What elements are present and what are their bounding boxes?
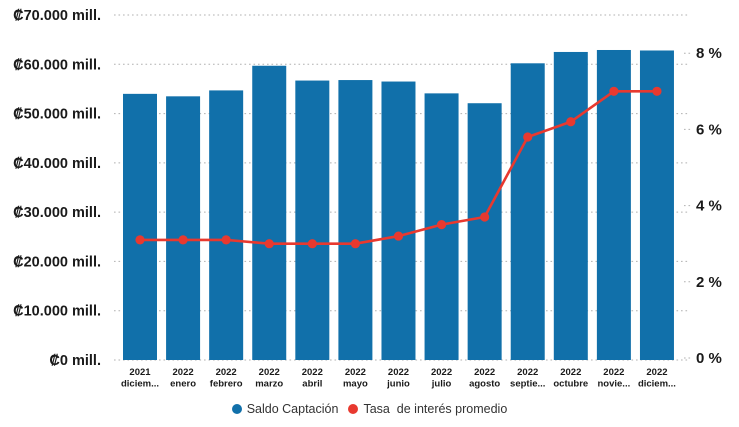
chart-legend: Saldo Captación Tasa de interés promedio xyxy=(0,396,739,422)
bar-saldo-captacion xyxy=(295,80,330,361)
tasa-interes-point xyxy=(264,239,274,249)
x-axis-category-label: 2022 junio xyxy=(386,367,410,390)
left-axis-tick-label: ₡0 mill. xyxy=(49,353,101,369)
bar-saldo-captacion xyxy=(209,90,244,361)
x-axis-category-label: 2022 novie... xyxy=(598,367,631,390)
legend-item-saldo-captacion: Saldo Captación xyxy=(231,402,339,416)
bar-saldo-captacion xyxy=(467,103,502,360)
left-axis-tick-label: ₡10.000 mill. xyxy=(13,304,101,320)
left-axis-tick-label: ₡20.000 mill. xyxy=(13,254,101,270)
x-axis-category-label: 2021 diciem... xyxy=(121,367,159,390)
bar-saldo-captacion xyxy=(338,80,373,361)
left-axis-tick-label: ₡60.000 mill. xyxy=(13,57,101,73)
x-axis-category-label: 2022 diciem... xyxy=(638,367,676,390)
x-axis-category-label: 2022 septie... xyxy=(510,367,545,390)
x-axis-category-label: 2022 mayo xyxy=(343,367,368,390)
right-axis-tick-label: 0 % xyxy=(696,350,722,367)
legend-label-tasa: Tasa de interés promedio xyxy=(363,402,508,416)
tasa-interes-point xyxy=(393,231,404,241)
tasa-interes-point xyxy=(221,235,231,245)
bar-saldo-captacion xyxy=(510,63,545,361)
saldo-captacion-tasa-interes-chart: ₡70.000 mill. ₡60.000 mill. ₡50.000 mill. ₡… xyxy=(13,8,722,390)
right-axis-tick-label: 6 % xyxy=(696,121,722,138)
bar-saldo-captacion xyxy=(166,96,201,361)
legend-item-tasa-interes: Tasa de interés promedio xyxy=(348,402,507,416)
left-axis-tick-label: ₡40.000 mill. xyxy=(13,156,101,172)
tasa-interes-point xyxy=(652,86,662,96)
bar-saldo-captacion xyxy=(553,51,588,360)
tasa-interes-point xyxy=(566,117,576,127)
tasa-interes-point xyxy=(523,132,533,142)
bar-saldo-captacion xyxy=(596,49,631,360)
tasa-interes-point xyxy=(135,235,145,245)
x-axis-category-label: 2022 abril xyxy=(302,367,323,390)
right-axis-tick-label: 2 % xyxy=(696,274,722,291)
x-axis-category-label: 2022 octubre xyxy=(553,367,588,390)
x-axis-category-label: 2022 julio xyxy=(431,367,452,390)
x-axis-category-label: 2022 marzo xyxy=(255,367,283,390)
legend-label-saldo: Saldo Captación xyxy=(246,402,339,416)
left-axis-tick-label: ₡30.000 mill. xyxy=(13,205,101,221)
legend-dot-tasa-icon xyxy=(348,404,359,414)
bar-saldo-captacion xyxy=(252,65,287,360)
left-axis-tick-label: ₡50.000 mill. xyxy=(13,107,101,123)
x-axis-category-label: 2022 agosto xyxy=(469,367,500,390)
x-axis-category-label: 2022 febrero xyxy=(210,367,243,390)
bar-saldo-captacion xyxy=(381,81,416,361)
tasa-interes-point xyxy=(178,235,188,245)
x-axis-category-label: 2022 enero xyxy=(170,367,196,390)
tasa-interes-point xyxy=(350,239,360,249)
bar-saldo-captacion xyxy=(123,93,157,360)
tasa-interes-point xyxy=(609,86,619,96)
bar-saldo-captacion xyxy=(639,50,674,360)
tasa-interes-point xyxy=(480,212,490,222)
right-axis-tick-label: 4 % xyxy=(696,198,722,215)
left-axis-tick-label: ₡70.000 mill. xyxy=(13,8,101,24)
tasa-interes-point xyxy=(436,220,447,230)
tasa-interes-point xyxy=(307,239,317,249)
legend-dot-saldo-icon xyxy=(231,404,242,414)
right-axis-tick-label: 8 % xyxy=(696,45,722,62)
